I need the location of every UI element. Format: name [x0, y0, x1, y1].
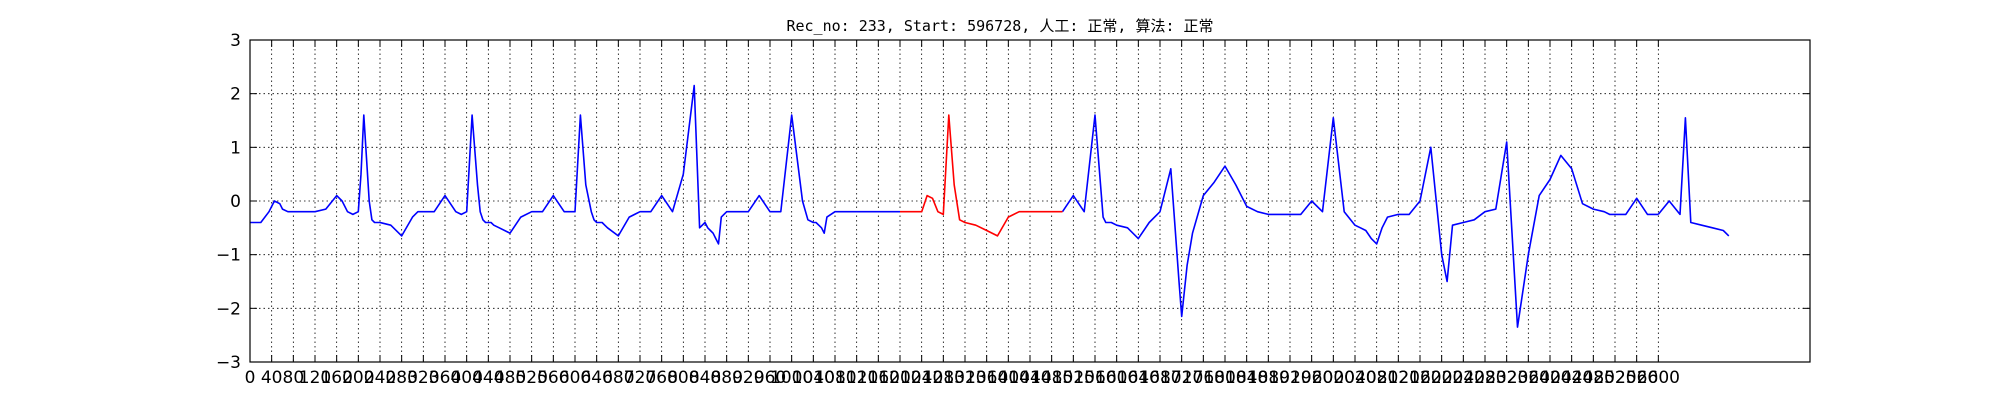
x-tick-label: 1640	[1117, 368, 1160, 388]
x-tick-label: 760	[645, 368, 677, 388]
x-tick-label: 280	[385, 368, 417, 388]
x-tick-label: 2600	[1637, 368, 1680, 388]
ecg-trace-segment	[1657, 117, 1730, 237]
x-tick-label: 720	[624, 368, 656, 388]
x-tick-label: 2160	[1398, 368, 1441, 388]
ecg-trace-segment	[1061, 114, 1659, 328]
x-tick-label: 1520	[1052, 368, 1095, 388]
x-tick-label: 560	[537, 368, 569, 388]
x-tick-label: 520	[515, 368, 547, 388]
y-tick-label: 1	[230, 138, 241, 158]
x-tick-label: 1360	[965, 368, 1008, 388]
x-tick-label: 1680	[1138, 368, 1181, 388]
x-axis-tick-labels: 0 40 8012016020024028032036040044048052056…	[245, 368, 1680, 388]
y-tick-label: 3	[230, 31, 241, 51]
x-tick-label: 1600	[1095, 368, 1138, 388]
x-tick-label: 800	[667, 368, 699, 388]
x-tick-label: 640	[580, 368, 612, 388]
x-tick-label: 120	[299, 368, 331, 388]
y-tick-label: −3	[216, 353, 241, 373]
x-tick-label: 0	[245, 368, 256, 388]
x-tick-label: 160	[320, 368, 352, 388]
x-tick-label: 80	[283, 368, 305, 388]
ecg-trace-segment	[250, 84, 900, 245]
x-tick-label: 1200	[878, 368, 921, 388]
x-tick-label: 240	[364, 368, 396, 388]
x-tick-label: 2400	[1528, 368, 1571, 388]
x-tick-label: 2560	[1615, 368, 1658, 388]
y-tick-label: −2	[216, 299, 241, 319]
x-tick-label: 200	[342, 368, 374, 388]
x-tick-label: 1800	[1203, 368, 1246, 388]
x-tick-label: 320	[407, 368, 439, 388]
axis-ticks	[249, 39, 1810, 363]
chart-title: Rec_no: 233, Start: 596728, 人工: 正常, 算法: …	[786, 17, 1213, 35]
x-tick-label: 1040	[792, 368, 835, 388]
x-tick-label: 1080	[813, 368, 856, 388]
x-tick-label: 400	[450, 368, 482, 388]
y-tick-label: 0	[230, 192, 241, 212]
x-tick-label: 2480	[1572, 368, 1615, 388]
x-tick-label: 2280	[1463, 368, 1506, 388]
x-tick-label: 2200	[1420, 368, 1463, 388]
ecg-highlight-segment	[900, 114, 1063, 237]
x-tick-label: 1320	[943, 368, 986, 388]
x-tick-label: 2000	[1312, 368, 1355, 388]
x-tick-label: 2440	[1550, 368, 1593, 388]
x-tick-label: 1720	[1160, 368, 1203, 388]
x-tick-label: 1000	[770, 368, 813, 388]
x-tick-label: 1880	[1247, 368, 1290, 388]
x-tick-label: 680	[602, 368, 634, 388]
x-tick-label: 2040	[1333, 368, 1376, 388]
x-tick-label: 1480	[1030, 368, 1073, 388]
x-tick-label: 1560	[1073, 368, 1116, 388]
x-tick-label: 1120	[835, 368, 878, 388]
ecg-waveform	[250, 84, 1730, 328]
x-tick-label: 960	[754, 368, 786, 388]
x-tick-label: 920	[732, 368, 764, 388]
x-tick-label: 1960	[1290, 368, 1333, 388]
x-tick-label: 2520	[1593, 368, 1636, 388]
x-tick-label: 1280	[922, 368, 965, 388]
grid-lines	[249, 39, 1810, 363]
x-tick-label: 2120	[1377, 368, 1420, 388]
x-tick-label: 360	[429, 368, 461, 388]
x-tick-label: 1760	[1182, 368, 1225, 388]
y-tick-label: 2	[230, 85, 241, 105]
x-tick-label: 2320	[1485, 368, 1528, 388]
x-tick-label: 2080	[1355, 368, 1398, 388]
y-axis-tick-labels: 3 2 1 0 −1 −2 −3	[216, 31, 241, 373]
x-tick-label: 1440	[1008, 368, 1051, 388]
x-tick-label: 1240	[900, 368, 943, 388]
x-tick-label: 2360	[1507, 368, 1550, 388]
x-tick-label: 1840	[1225, 368, 1268, 388]
x-tick-label: 40	[261, 368, 283, 388]
x-tick-label: 880	[710, 368, 742, 388]
x-tick-label: 840	[689, 368, 721, 388]
y-tick-label: −1	[216, 246, 241, 266]
x-tick-label: 1160	[857, 368, 900, 388]
x-tick-label: 440	[472, 368, 504, 388]
x-tick-label: 1400	[987, 368, 1030, 388]
x-tick-label: 1920	[1268, 368, 1311, 388]
x-tick-label: 600	[559, 368, 591, 388]
x-tick-label: 2240	[1442, 368, 1485, 388]
x-tick-label: 480	[494, 368, 526, 388]
